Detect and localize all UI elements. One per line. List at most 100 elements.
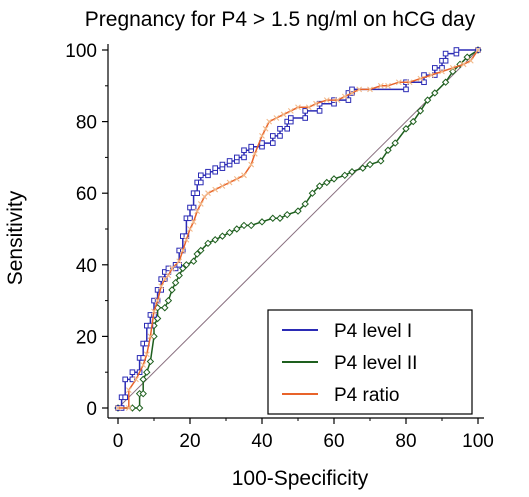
- y-tick-label: 80: [76, 113, 97, 134]
- data-point: [439, 68, 445, 75]
- data-point: [431, 89, 439, 97]
- data-point: [439, 65, 445, 71]
- x-tick-label: 20: [179, 431, 200, 452]
- data-point: [168, 286, 176, 294]
- data-point: [316, 108, 323, 114]
- data-point: [125, 405, 132, 411]
- data-point: [323, 97, 330, 104]
- legend-label-p4-level-i: P4 level I: [334, 321, 412, 342]
- legend: P4 level I P4 level II P4 ratio: [267, 309, 473, 415]
- data-point: [161, 304, 169, 312]
- data-point: [334, 97, 341, 104]
- data-point: [129, 369, 136, 375]
- data-point: [234, 154, 240, 161]
- data-point: [241, 172, 247, 179]
- data-point: [129, 376, 136, 383]
- legend-label-p4-ratio: P4 ratio: [334, 385, 399, 406]
- data-point: [212, 186, 219, 193]
- data-point: [377, 82, 384, 89]
- data-point: [330, 175, 338, 183]
- data-point: [154, 297, 161, 304]
- data-point: [241, 147, 247, 154]
- data-point: [295, 104, 301, 111]
- data-point: [240, 221, 248, 230]
- x-tick-label: 100: [462, 431, 494, 452]
- y-tick-label: 20: [76, 327, 97, 348]
- data-point: [403, 86, 409, 93]
- legend-label-p4-level-ii: P4 level II: [334, 353, 417, 374]
- data-point: [133, 376, 139, 383]
- data-point: [158, 283, 165, 290]
- series-p4-level-ii: [114, 46, 482, 412]
- data-point: [194, 208, 201, 214]
- data-point: [277, 125, 283, 132]
- data-point: [367, 86, 373, 93]
- data-point: [294, 207, 302, 215]
- data-point: [135, 404, 144, 412]
- data-point: [288, 115, 294, 121]
- data-point: [190, 218, 197, 225]
- data-point: [122, 376, 129, 383]
- data-point: [143, 368, 151, 376]
- data-point: [197, 246, 205, 255]
- data-point: [193, 250, 201, 258]
- data-point: [197, 201, 204, 207]
- data-point: [175, 271, 183, 280]
- data-point: [284, 125, 290, 132]
- data-point: [305, 104, 312, 111]
- data-point: [258, 218, 266, 226]
- data-point: [262, 125, 269, 132]
- data-point: [428, 72, 435, 78]
- y-axis-label: Sensitivity: [4, 190, 27, 285]
- data-point: [169, 265, 175, 272]
- data-point: [384, 146, 392, 154]
- x-tick-label: 60: [323, 431, 344, 452]
- data-point: [139, 389, 147, 398]
- series-p4-ratio: [115, 47, 481, 411]
- data-point: [211, 236, 219, 244]
- data-point: [218, 232, 227, 240]
- chart-title: Pregnancy for P4 > 1.5 ng/ml on hCG day: [85, 8, 476, 31]
- data-point: [183, 236, 190, 243]
- data-point: [198, 172, 204, 179]
- data-point: [146, 357, 155, 366]
- data-point: [475, 47, 481, 53]
- data-point: [287, 107, 294, 114]
- data-point: [349, 86, 355, 93]
- data-point: [280, 111, 287, 118]
- data-point: [205, 168, 211, 175]
- data-point: [247, 221, 255, 230]
- data-point: [302, 108, 308, 114]
- data-point: [122, 394, 129, 401]
- data-point: [165, 272, 172, 279]
- data-point: [385, 82, 391, 89]
- data-point: [453, 47, 460, 53]
- data-point: [395, 79, 402, 86]
- data-point: [139, 375, 147, 384]
- data-point: [270, 140, 276, 146]
- data-point: [417, 75, 424, 82]
- data-point: [233, 175, 240, 182]
- data-point: [176, 258, 183, 265]
- data-point: [251, 150, 258, 157]
- data-point: [225, 228, 234, 237]
- data-point: [449, 65, 456, 71]
- data-point: [194, 190, 200, 196]
- data-point: [341, 171, 349, 180]
- data-point: [176, 262, 182, 268]
- data-point: [301, 200, 309, 208]
- data-point: [219, 161, 226, 168]
- data-point: [406, 79, 413, 86]
- data-point: [348, 168, 356, 176]
- data-point: [241, 154, 247, 161]
- data-point: [164, 296, 173, 305]
- data-point: [204, 239, 212, 248]
- data-point: [423, 96, 432, 104]
- data-point: [345, 97, 352, 103]
- data-point: [147, 333, 154, 340]
- data-point: [276, 214, 284, 222]
- data-point: [421, 79, 427, 86]
- data-point: [165, 265, 172, 272]
- x-tick-label: 80: [395, 431, 416, 452]
